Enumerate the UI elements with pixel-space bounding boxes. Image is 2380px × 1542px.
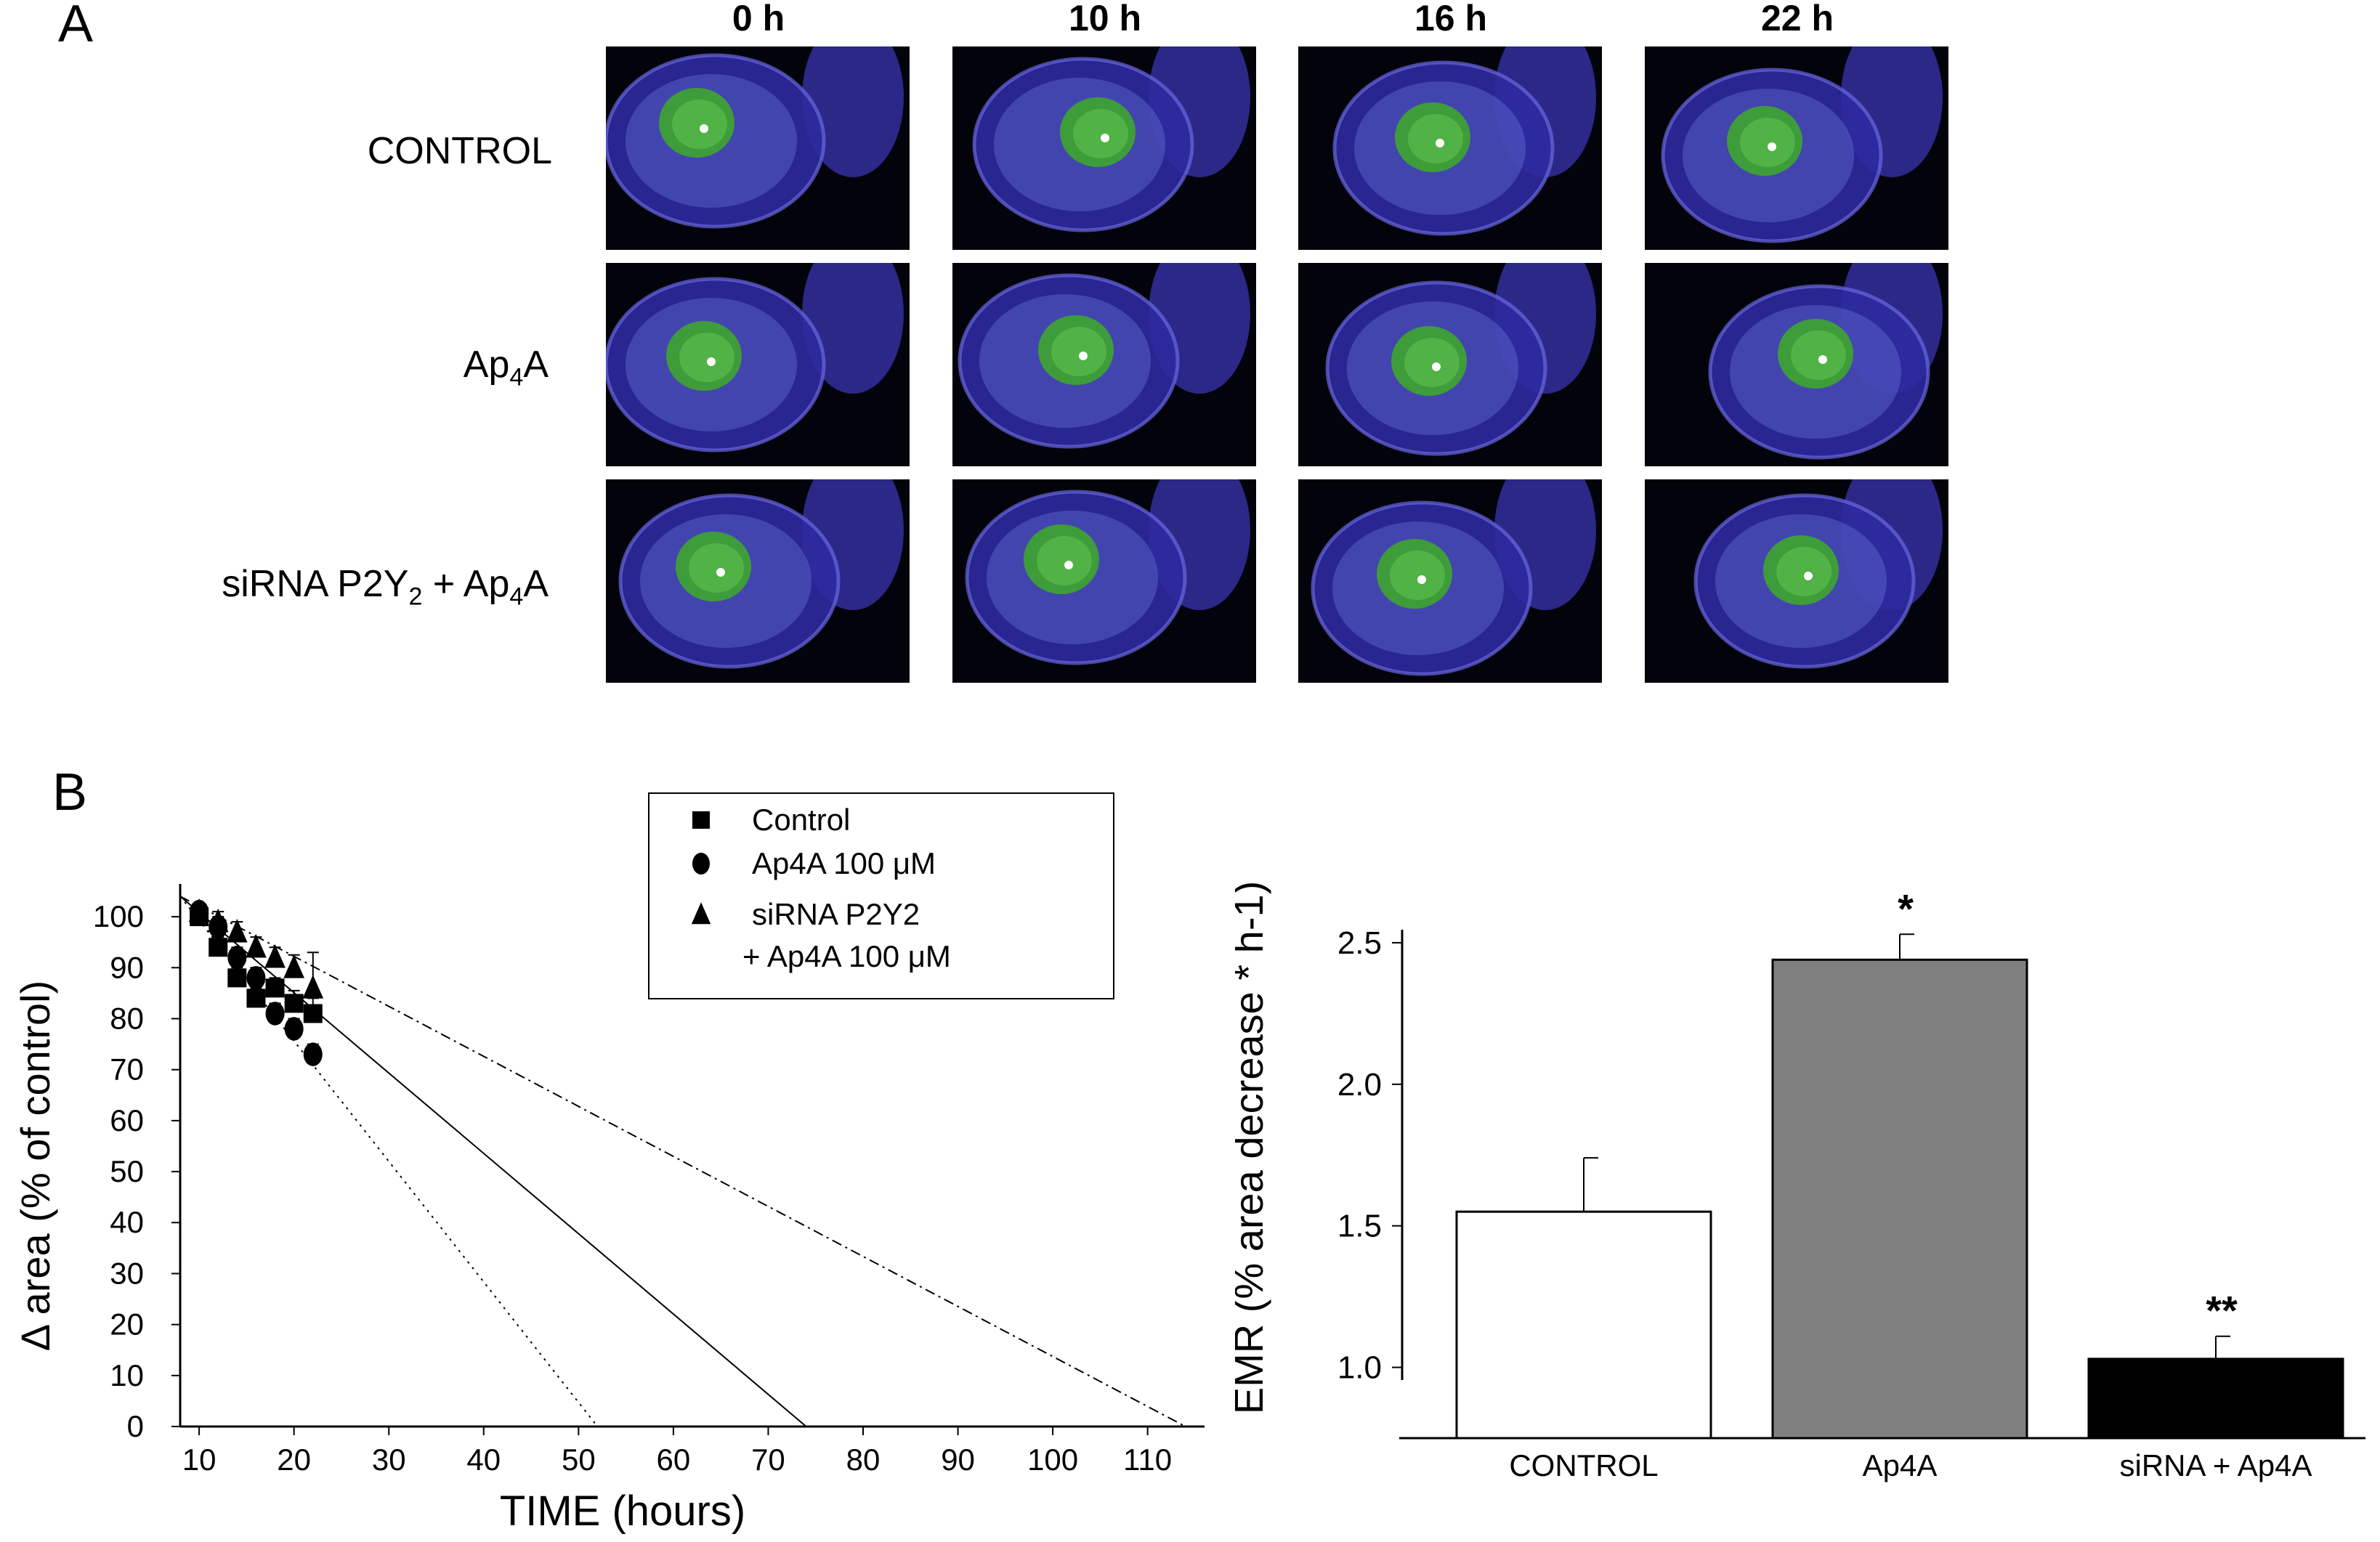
legend-label: siRNA P2Y2 — [752, 897, 920, 931]
data-point-triangle — [188, 898, 210, 922]
data-point-square — [265, 978, 285, 998]
eye-fluorescein-photo — [1645, 46, 1948, 250]
column-header-16h: 16 h — [1414, 0, 1488, 38]
column-header-0h: 0 h — [732, 0, 785, 38]
y-tick-label: 80 — [110, 1001, 144, 1035]
eye-fluorescein-photo — [952, 479, 1256, 683]
eye-fluorescein-photo — [1298, 46, 1602, 250]
bars: CONTROL * Ap4A ** siRNA + Ap4A — [1455, 885, 2344, 1482]
legend: Control Ap4A 100 μM siRNA P2Y2 + Ap4A 100 μ… — [691, 803, 951, 973]
x-axis-label: TIME (hours) — [500, 1488, 745, 1535]
eye-fluorescein-photo — [606, 46, 910, 250]
bar-y-axis-label: EMR (% area decrease * h-1) — [1235, 881, 1271, 1415]
fit-line — [179, 896, 807, 1427]
x-tick-label: 40 — [466, 1442, 501, 1477]
eye-fluorescein-photo — [1298, 479, 1602, 683]
data-point-triangle — [264, 944, 286, 968]
data-point-triangle — [302, 975, 324, 999]
eye-fluorescein-photo — [952, 263, 1256, 466]
bar-y-tick-label: 2.0 — [1337, 1067, 1382, 1103]
bar-category-label: CONTROL — [1509, 1448, 1658, 1482]
x-tick-label: 10 — [182, 1442, 216, 1477]
eye-fluorescein-photo — [952, 46, 1256, 250]
legend-label: Control — [752, 803, 850, 837]
y-tick-label: 60 — [110, 1103, 144, 1137]
data-point-circle — [303, 1042, 323, 1066]
fit-lines — [179, 896, 1186, 1427]
row-label-control: CONTROL — [367, 130, 552, 172]
legend-marker-circle — [692, 853, 710, 875]
column-header-22h: 22 h — [1760, 0, 1834, 38]
legend-box — [648, 792, 1114, 999]
bar-y-tick-label: 1.5 — [1337, 1209, 1382, 1244]
data-point-triangle — [207, 908, 229, 933]
legend-label: Ap4A 100 μM — [752, 846, 936, 880]
x-tick-label: 90 — [941, 1442, 975, 1477]
data-point-square — [227, 968, 247, 988]
y-tick-label: 70 — [110, 1052, 144, 1087]
y-tick-label: 20 — [110, 1307, 144, 1342]
eye-fluorescein-photo — [1645, 263, 1948, 466]
legend-label-line2: + Ap4A 100 μM — [742, 939, 951, 973]
data-point-circle — [284, 1017, 304, 1041]
bar — [1455, 1210, 1712, 1440]
bar-category-label: Ap4A — [1863, 1448, 1938, 1482]
data-point-square — [209, 938, 228, 957]
panel-a-letter: A — [58, 0, 94, 53]
time-course-chart: Control Ap4A 100 μM siRNA P2Y2 + Ap4A 100 μ… — [12, 792, 1205, 1535]
legend-marker-triangle — [691, 902, 711, 925]
x-tick-label: 80 — [846, 1442, 881, 1477]
bar-y-tick-label: 1.0 — [1337, 1350, 1382, 1386]
eye-fluorescein-photo — [606, 263, 910, 466]
data-point-circle — [246, 966, 266, 990]
y-tick-label: 100 — [93, 899, 144, 933]
bar — [2087, 1358, 2344, 1440]
data-point-square — [246, 989, 266, 1008]
eye-fluorescein-photo — [1645, 479, 1948, 683]
y-tick-label: 40 — [110, 1205, 144, 1239]
data-point-square — [284, 994, 304, 1013]
panel-b-letter: B — [52, 763, 88, 821]
bar — [1771, 958, 2028, 1440]
chart-axes: 10 20 30 40 50 60 70 80 90 100 110 0 10 20 30 40 50 60 70 8… — [93, 884, 1205, 1477]
row-label-ap4a: Ap4A — [463, 344, 549, 391]
data-point-triangle — [246, 934, 267, 958]
significance-marker: * — [1898, 885, 1914, 931]
eye-fluorescein-photo — [606, 479, 910, 683]
bar-category-label: siRNA + Ap4A — [2120, 1448, 2312, 1482]
data-point-triangle — [283, 954, 304, 978]
x-tick-label: 100 — [1027, 1442, 1078, 1477]
x-tick-label: 30 — [372, 1442, 406, 1477]
data-points — [188, 898, 324, 1066]
y-tick-label: 0 — [127, 1409, 144, 1443]
eye-fluorescein-photo — [1298, 263, 1602, 466]
y-axis-label: Δ area (% of control) — [12, 981, 58, 1352]
y-tick-label: 30 — [110, 1256, 144, 1290]
data-point-triangle — [227, 918, 248, 943]
x-tick-label: 20 — [277, 1442, 311, 1477]
y-tick-label: 10 — [110, 1358, 144, 1392]
legend-marker-square — [692, 811, 710, 829]
x-tick-label: 70 — [751, 1442, 785, 1477]
bar-y-tick-label: 2.5 — [1337, 925, 1382, 961]
data-point-circle — [265, 1002, 285, 1026]
column-header-10h: 10 h — [1068, 0, 1142, 38]
data-point-square — [303, 1004, 323, 1023]
x-tick-label: 110 — [1123, 1442, 1172, 1477]
row-label-sirna-ap4a: siRNA P2Y2 + Ap4A — [222, 563, 549, 611]
x-tick-label: 50 — [562, 1442, 596, 1477]
significance-marker: ** — [2206, 1288, 2238, 1334]
emr-bar-chart: 1.01.52.02.5 CONTROL*Ap4A**siRNA + Ap4A … — [1235, 881, 2365, 1482]
y-tick-label: 50 — [110, 1154, 144, 1188]
data-point-circle — [227, 945, 247, 970]
x-tick-label: 60 — [657, 1442, 691, 1477]
y-tick-label: 90 — [110, 950, 144, 984]
